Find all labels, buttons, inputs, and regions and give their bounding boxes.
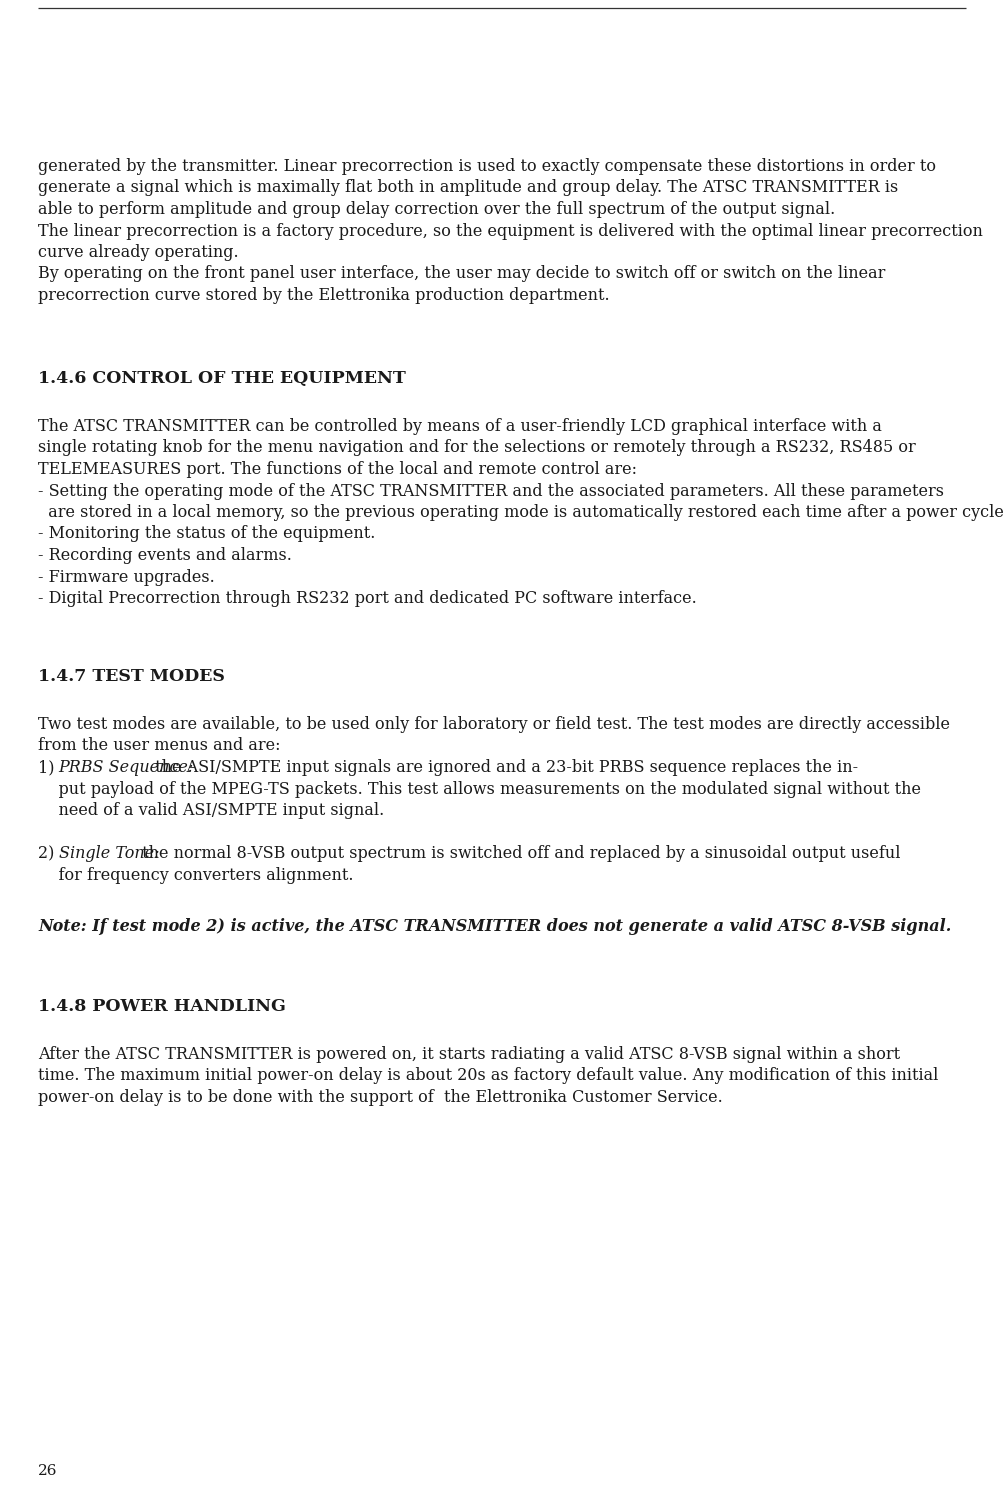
Text: 26: 26 <box>38 1464 57 1478</box>
Text: - Firmware upgrades.: - Firmware upgrades. <box>38 568 215 586</box>
Text: - Monitoring the status of the equipment.: - Monitoring the status of the equipment… <box>38 526 375 542</box>
Text: The ATSC TRANSMITTER can be controlled by means of a user-friendly LCD graphical: The ATSC TRANSMITTER can be controlled b… <box>38 418 881 436</box>
Text: 1.4.6 CONTROL OF THE EQUIPMENT: 1.4.6 CONTROL OF THE EQUIPMENT <box>38 369 405 388</box>
Text: are stored in a local memory, so the previous operating mode is automatically re: are stored in a local memory, so the pre… <box>38 505 1003 521</box>
Text: - Recording events and alarms.: - Recording events and alarms. <box>38 547 292 563</box>
Text: from the user menus and are:: from the user menus and are: <box>38 737 280 754</box>
Text: Note: If test mode 2) is active, the ATSC TRANSMITTER does not generate a valid : Note: If test mode 2) is active, the ATS… <box>38 918 951 936</box>
Text: Two test modes are available, to be used only for laboratory or field test. The : Two test modes are available, to be used… <box>38 716 949 733</box>
Text: 1.4.8 POWER HANDLING: 1.4.8 POWER HANDLING <box>38 997 286 1015</box>
Text: After the ATSC TRANSMITTER is powered on, it starts radiating a valid ATSC 8-VSB: After the ATSC TRANSMITTER is powered on… <box>38 1045 900 1063</box>
Text: Single Tone:: Single Tone: <box>58 846 159 862</box>
Text: the ASI/SMPTE input signals are ignored and a 23-bit PRBS sequence replaces the : the ASI/SMPTE input signals are ignored … <box>150 759 858 777</box>
Text: time. The maximum initial power-on delay is about 20s as factory default value. : time. The maximum initial power-on delay… <box>38 1068 938 1084</box>
Text: generate a signal which is maximally flat both in amplitude and group delay. The: generate a signal which is maximally fla… <box>38 180 898 197</box>
Text: - Setting the operating mode of the ATSC TRANSMITTER and the associated paramete: - Setting the operating mode of the ATSC… <box>38 482 943 500</box>
Text: precorrection curve stored by the Elettronika production department.: precorrection curve stored by the Elettr… <box>38 287 609 303</box>
Text: 1): 1) <box>38 759 59 777</box>
Text: put payload of the MPEG-TS packets. This test allows measurements on the modulat: put payload of the MPEG-TS packets. This… <box>38 781 920 798</box>
Text: single rotating knob for the menu navigation and for the selections or remotely : single rotating knob for the menu naviga… <box>38 440 915 457</box>
Text: The linear precorrection is a factory procedure, so the equipment is delivered w: The linear precorrection is a factory pr… <box>38 222 982 239</box>
Text: By operating on the front panel user interface, the user may decide to switch of: By operating on the front panel user int… <box>38 266 885 282</box>
Text: the normal 8-VSB output spectrum is switched off and replaced by a sinusoidal ou: the normal 8-VSB output spectrum is swit… <box>137 846 900 862</box>
Text: for frequency converters alignment.: for frequency converters alignment. <box>38 867 353 883</box>
Text: 2): 2) <box>38 846 59 862</box>
Text: TELEMEASURES port. The functions of the local and remote control are:: TELEMEASURES port. The functions of the … <box>38 461 636 478</box>
Text: curve already operating.: curve already operating. <box>38 243 239 261</box>
Text: PRBS Sequence:: PRBS Sequence: <box>58 759 194 777</box>
Text: generated by the transmitter. Linear precorrection is used to exactly compensate: generated by the transmitter. Linear pre… <box>38 158 935 176</box>
Text: able to perform amplitude and group delay correction over the full spectrum of t: able to perform amplitude and group dela… <box>38 201 834 218</box>
Text: power-on delay is to be done with the support of  the Elettronika Customer Servi: power-on delay is to be done with the su… <box>38 1089 722 1105</box>
Text: 1.4.7 TEST MODES: 1.4.7 TEST MODES <box>38 668 225 685</box>
Text: - Digital Precorrection through RS232 port and dedicated PC software interface.: - Digital Precorrection through RS232 po… <box>38 590 696 607</box>
Text: need of a valid ASI/SMPTE input signal.: need of a valid ASI/SMPTE input signal. <box>38 802 384 819</box>
